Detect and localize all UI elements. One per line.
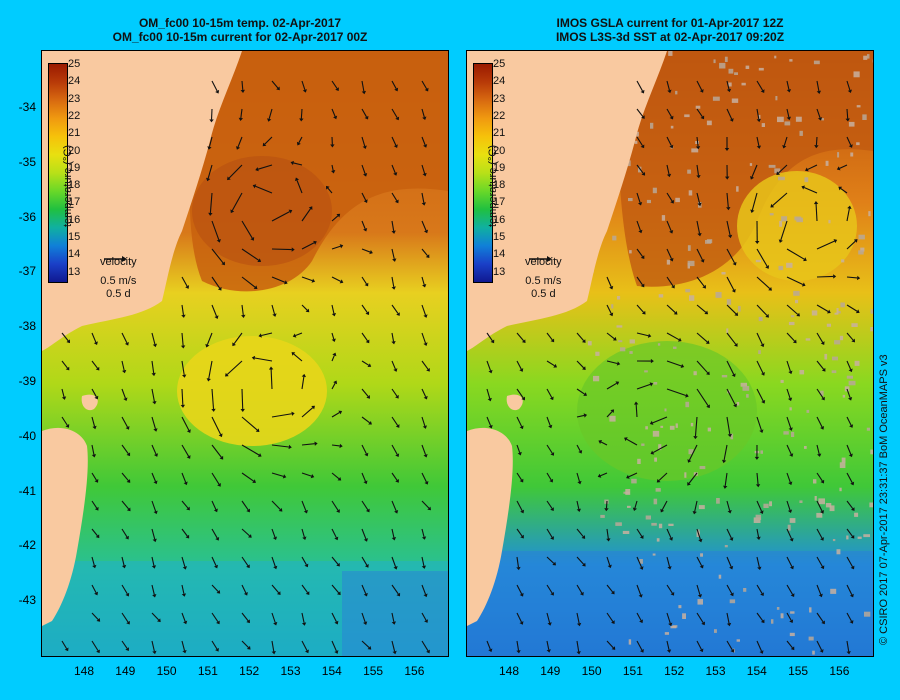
colorbar-tick: 13: [68, 265, 81, 278]
velocity-legend-right: velocity 0.5 m/s 0.5 d: [525, 256, 562, 301]
credit-text: © CSIRO 2017 07-Apr-2017 23:31:37 BoM Oc…: [878, 354, 890, 645]
colorbar-tick: 21: [493, 127, 506, 140]
right-title-line1: IMOS GSLA current for 01-Apr-2017 12Z: [556, 16, 784, 30]
colorbar-tick: 14: [493, 248, 506, 261]
colorbar-label-right: temperature (°C): [487, 144, 499, 227]
colorbar-tick: 18: [68, 179, 81, 192]
longitude-tick-label: 150: [156, 664, 177, 678]
longitude-tick-label: 156: [829, 664, 850, 678]
longitude-tick-label: 153: [280, 664, 301, 678]
longitude-tick-label: 149: [115, 664, 136, 678]
model-map-canvas: [42, 51, 448, 656]
velocity-legend-arrow-right: [525, 256, 562, 275]
longitude-tick-label: 154: [746, 664, 767, 678]
colorbar-ticks: 25 24 23 22 21 20 19 18 17 16 15 14 13: [68, 58, 90, 281]
model-temperature-map: 25 24 23 22 21 20 19 18 17 16 15 14 13 temperature (…: [41, 50, 449, 657]
latitude-tick-label: -36: [18, 209, 36, 224]
longitude-tick-label: 154: [321, 664, 342, 678]
right-title: IMOS GSLA current for 01-Apr-2017 12Z IM…: [490, 16, 850, 44]
longitude-tick-label: 151: [622, 664, 643, 678]
latitude-tick-label: -40: [18, 428, 36, 443]
left-title-line1: OM_fc00 10-15m temp. 02-Apr-2017: [138, 16, 342, 30]
satellite-map-canvas: [467, 51, 873, 656]
colorbar-tick: 20: [493, 144, 506, 157]
colorbar-tick: 25: [68, 58, 81, 70]
colorbar-tick: 16: [493, 213, 506, 226]
latitude-tick-label: -39: [18, 374, 36, 388]
latitude-tick-label: -38: [18, 319, 36, 334]
latitude-tick-label: -37: [18, 264, 36, 279]
longitude-tick-label: 151: [197, 664, 218, 678]
longitude-tick-label: 150: [581, 664, 602, 678]
left-title: OM_fc00 10-15m temp. 02-Apr-2017 OM_fc00…: [60, 16, 420, 44]
velocity-legend-time: 0.5 d: [106, 288, 131, 300]
longitude-tick-label: 148: [73, 664, 95, 678]
colorbar-tick: 23: [493, 92, 506, 105]
cloud-mask-speckle: [587, 51, 873, 655]
colorbar-tick: 22: [68, 109, 81, 122]
colorbar-right: [473, 63, 493, 283]
colorbar-tick: 17: [68, 196, 81, 209]
colorbar-tick: 18: [493, 179, 506, 192]
latitude-tick-label: -42: [18, 538, 36, 553]
colorbar-tick: 15: [68, 231, 81, 244]
colorbar-tick: 15: [493, 231, 506, 244]
latitude-tick-label: -35: [18, 154, 36, 169]
model-current-vectors: [61, 80, 431, 655]
latitude-tick-label: -34: [18, 100, 36, 114]
velocity-legend: velocity 0.5 m/s 0.5 d: [100, 256, 137, 301]
colorbar-tick: 16: [68, 213, 81, 226]
longitude-tick-label: 149: [540, 664, 561, 678]
right-title-line2: IMOS L3S-3d SST at 02-Apr-2017 09:20Z: [555, 30, 785, 44]
colorbar-tick: 21: [68, 127, 81, 140]
satellite-current-vectors: [486, 80, 861, 655]
colorbar-tick: 19: [68, 161, 81, 174]
colorbar-tick: 22: [493, 109, 506, 122]
longitude-tick-label: 148: [498, 664, 520, 678]
colorbar-tick: 24: [68, 75, 81, 88]
longitude-tick-label: 156: [404, 664, 425, 678]
colorbar-tick: 13: [493, 265, 506, 278]
velocity-legend-speed: 0.5 m/s: [100, 275, 137, 287]
colorbar: [48, 63, 68, 283]
colorbar-tick: 17: [493, 196, 506, 209]
left-title-line2: OM_fc00 10-15m current for 02-Apr-2017 0…: [112, 30, 368, 44]
colorbar-ticks-right: 25 24 23 22 21 20 19 18 17 16 15 14 13: [493, 58, 515, 281]
colorbar-tick: 23: [68, 92, 81, 105]
latitude-tick-label: -43: [18, 593, 36, 608]
colorbar-tick: 24: [493, 75, 506, 88]
velocity-legend-speed-right: 0.5 m/s: [525, 275, 562, 287]
colorbar-label: temperature (°C): [62, 144, 74, 227]
longitude-tick-label: 152: [664, 664, 685, 678]
longitude-tick-label: 155: [363, 664, 384, 678]
velocity-legend-arrow: [100, 256, 137, 275]
colorbar-tick: 14: [68, 248, 81, 261]
satellite-sst-map: 25 24 23 22 21 20 19 18 17 16 15 14 13 temperature (…: [466, 50, 874, 657]
longitude-tick-label: 153: [705, 664, 726, 678]
velocity-legend-time-right: 0.5 d: [531, 288, 556, 300]
colorbar-tick: 19: [493, 161, 506, 174]
longitude-tick-label: 155: [788, 664, 809, 678]
colorbar-tick: 25: [493, 58, 506, 70]
longitude-tick-label: 152: [239, 664, 260, 678]
latitude-tick-label: -41: [18, 483, 36, 498]
colorbar-tick: 20: [68, 144, 81, 157]
